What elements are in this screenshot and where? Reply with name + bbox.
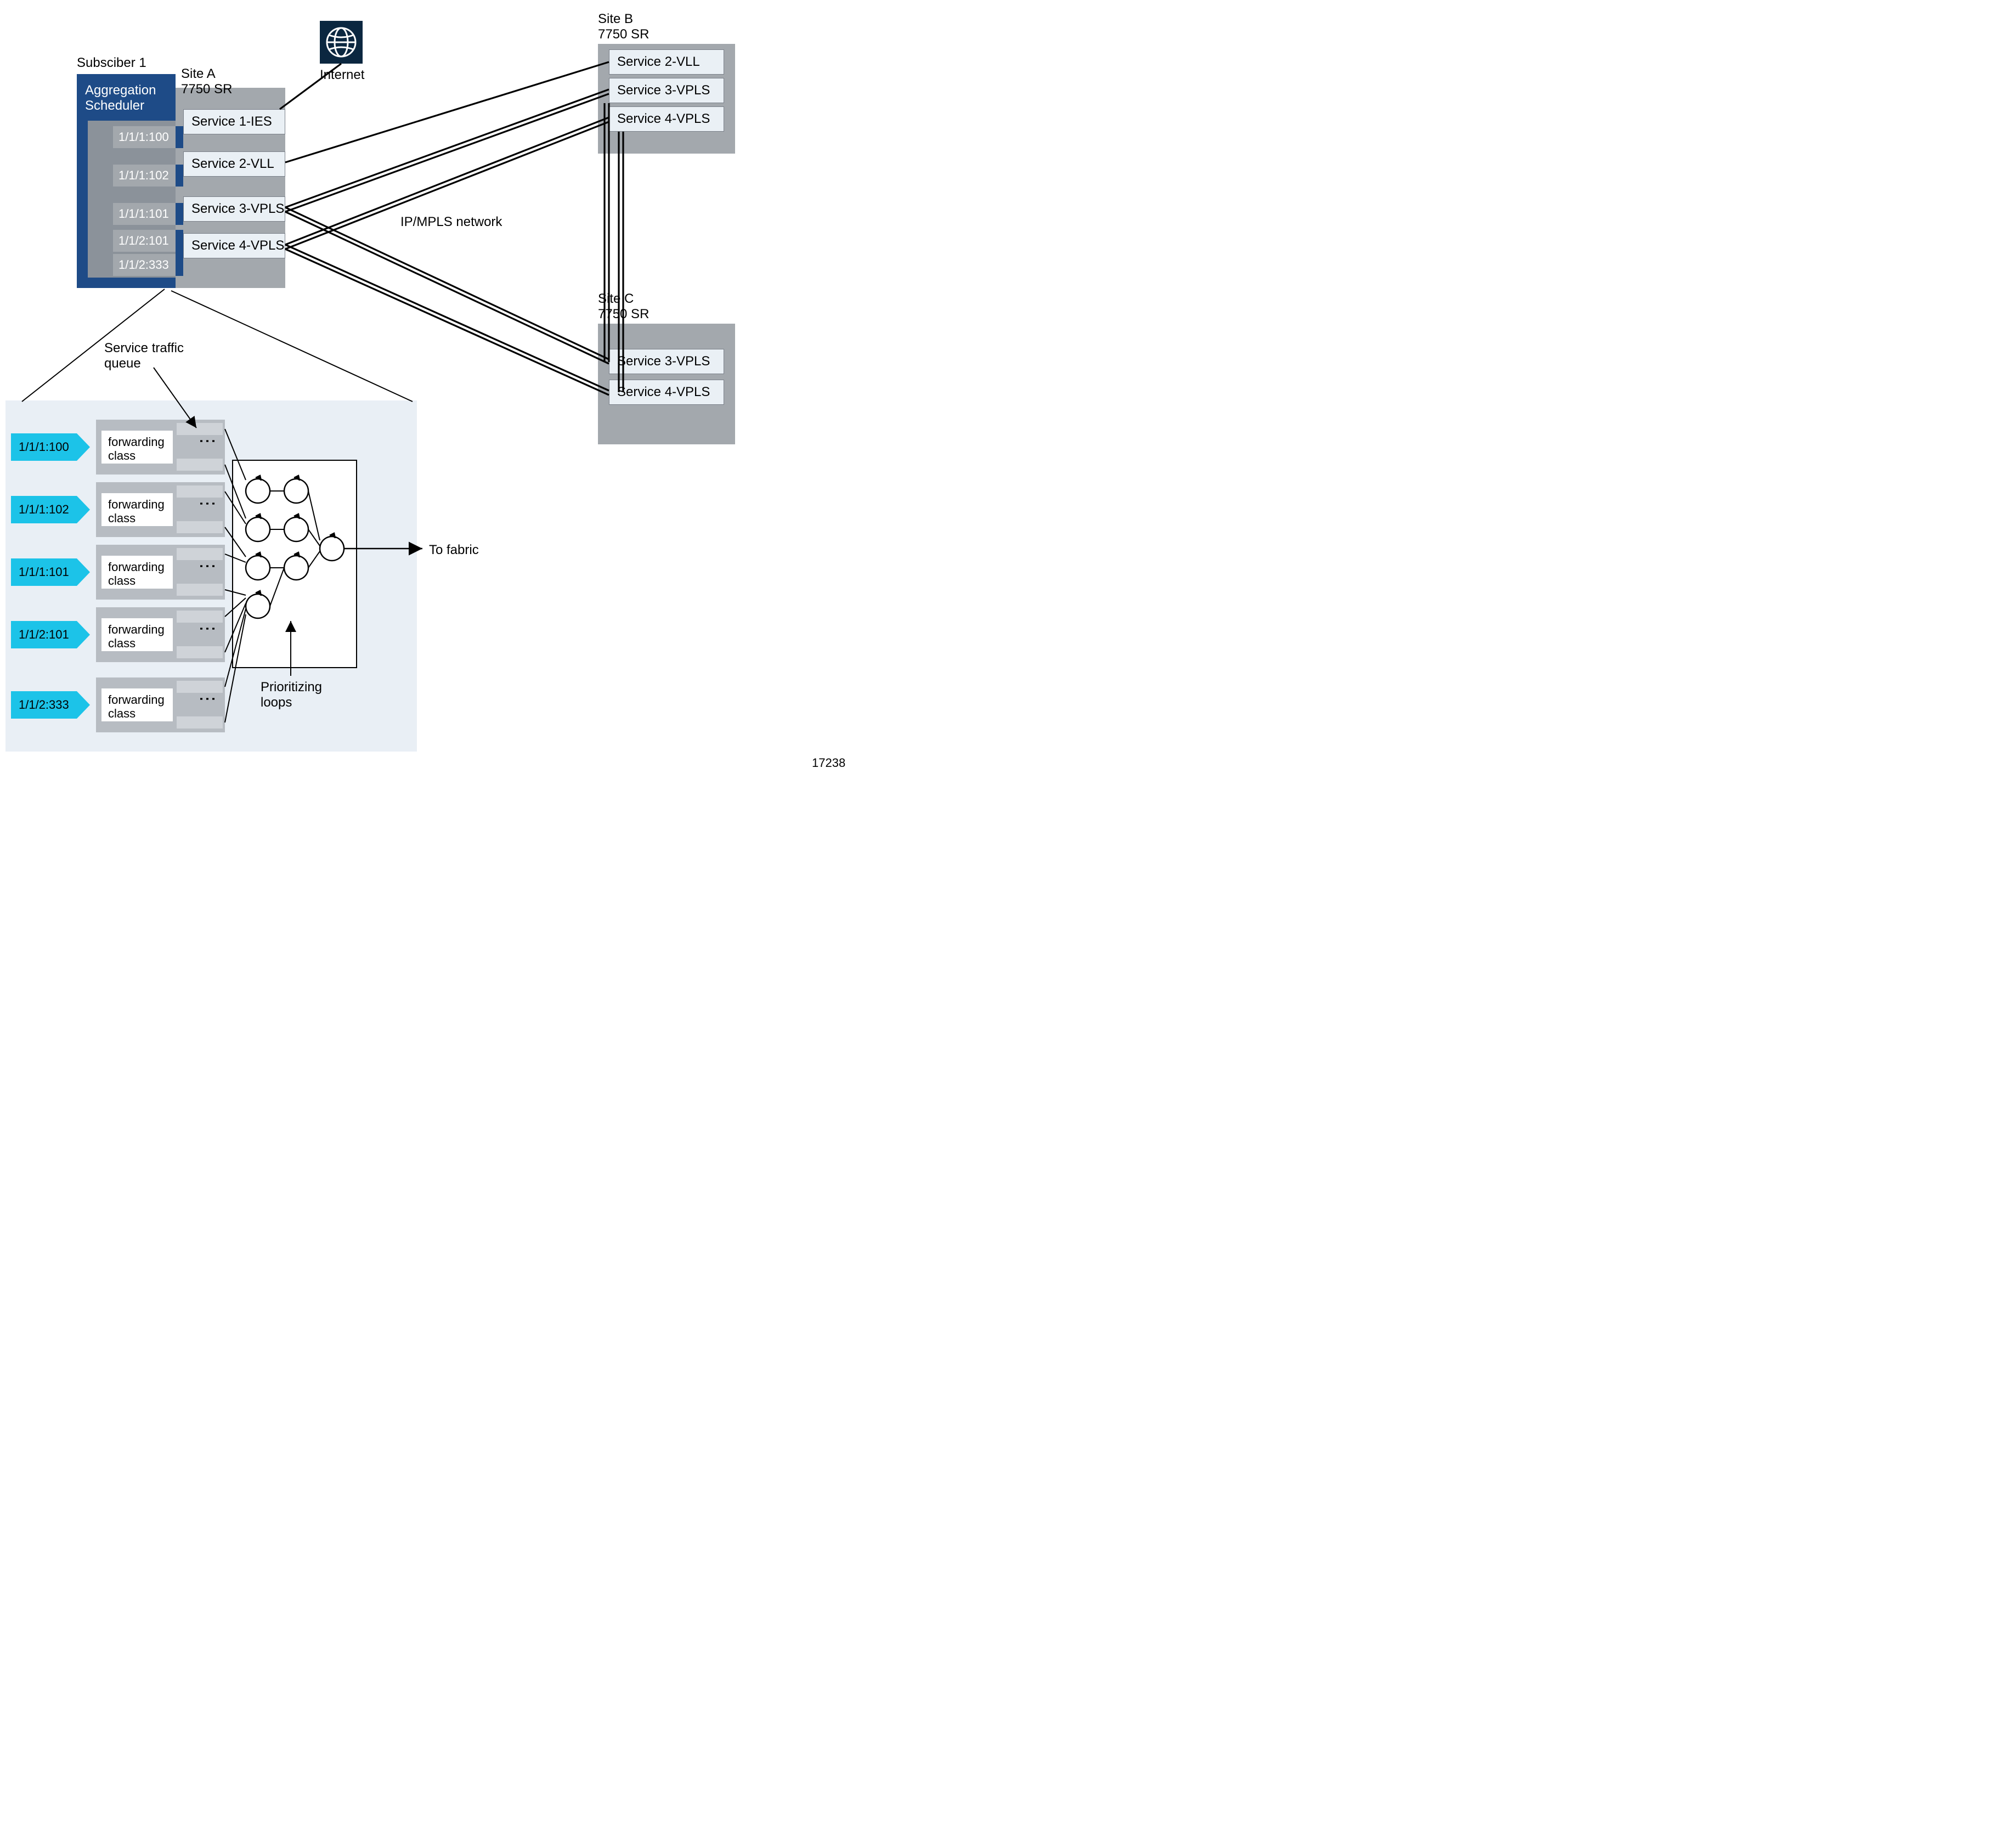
to-fabric-label: To fabric	[429, 542, 479, 558]
internet-icon	[320, 21, 363, 64]
fc-box-0: forwarding class	[101, 431, 173, 464]
queue-tag-arrow-icon	[77, 558, 90, 586]
queue-tag-2: 1/1/1:101	[11, 558, 77, 586]
queue-tag-arrow-icon	[77, 621, 90, 648]
subscriber-label: Subsciber 1	[77, 55, 146, 71]
site-b-service-2: Service 4-VPLS	[609, 106, 724, 132]
site-c-service-0: Service 3-VPLS	[609, 349, 724, 374]
agg-scheduler-title-l1: Aggregation	[85, 82, 156, 99]
site-a-port-0: 1/1/1:100	[113, 126, 176, 148]
prioritizing-label-l1: Prioritizing	[261, 679, 322, 696]
queue-tag-4: 1/1/2:333	[11, 691, 77, 719]
prioritizing-label-l2: loops	[261, 694, 292, 711]
globe-icon	[325, 26, 357, 58]
queue-tag-0: 1/1/1:100	[11, 433, 77, 461]
queue-slots	[177, 584, 223, 596]
site-c-title-l1: Site C	[598, 291, 634, 307]
blue-tab	[176, 165, 183, 187]
site-b-service-1: Service 3-VPLS	[609, 78, 724, 103]
site-a-service-3: Service 4-VPLS	[183, 233, 285, 258]
queue-slots	[177, 716, 223, 729]
site-b-title-l1: Site B	[598, 11, 633, 27]
site-a-service-0: Service 1-IES	[183, 109, 285, 134]
prioritizing-loop-box	[232, 460, 357, 668]
fc-box-3: forwarding class	[101, 618, 173, 651]
queue-tag-arrow-icon	[77, 496, 90, 523]
queue-tag-arrow-icon	[77, 691, 90, 719]
site-a-title-l2: 7750 SR	[181, 81, 232, 98]
site-a-service-2: Service 3-VPLS	[183, 196, 285, 222]
fc-box-1: forwarding class	[101, 493, 173, 526]
service-traffic-queue-l2: queue	[104, 355, 141, 372]
site-a-title-l1: Site A	[181, 66, 216, 82]
figure-id: 17238	[812, 756, 845, 770]
fc-box-2: forwarding class	[101, 556, 173, 589]
ipmpls-label: IP/MPLS network	[400, 214, 502, 230]
queue-tag-arrow-icon	[77, 433, 90, 461]
site-c-service-1: Service 4-VPLS	[609, 380, 724, 405]
queue-tag-3: 1/1/2:101	[11, 621, 77, 648]
queue-slots	[177, 521, 223, 533]
fc-box-4: forwarding class	[101, 688, 173, 721]
site-a-port-2: 1/1/1:101	[113, 203, 176, 225]
site-c-title-l2: 7750 SR	[598, 306, 649, 323]
site-a-port-3: 1/1/2:101	[113, 230, 176, 252]
blue-tab	[176, 126, 183, 148]
internet-label: Internet	[320, 67, 364, 83]
service-traffic-queue-l1: Service traffic	[104, 340, 184, 357]
queue-tag-1: 1/1/1:102	[11, 496, 77, 523]
blue-tab	[176, 203, 183, 225]
site-b-service-0: Service 2-VLL	[609, 49, 724, 75]
queue-slots	[177, 646, 223, 658]
site-b-title-l2: 7750 SR	[598, 26, 649, 43]
agg-scheduler-title-l2: Scheduler	[85, 98, 144, 114]
blue-tab	[176, 230, 183, 276]
site-a-service-1: Service 2-VLL	[183, 151, 285, 177]
site-a-port-1: 1/1/1:102	[113, 165, 176, 187]
queue-slots	[177, 459, 223, 471]
diagram-canvas: Subsciber 1 Aggregation Scheduler Site A…	[0, 0, 856, 775]
site-a-port-4: 1/1/2:333	[113, 254, 176, 276]
